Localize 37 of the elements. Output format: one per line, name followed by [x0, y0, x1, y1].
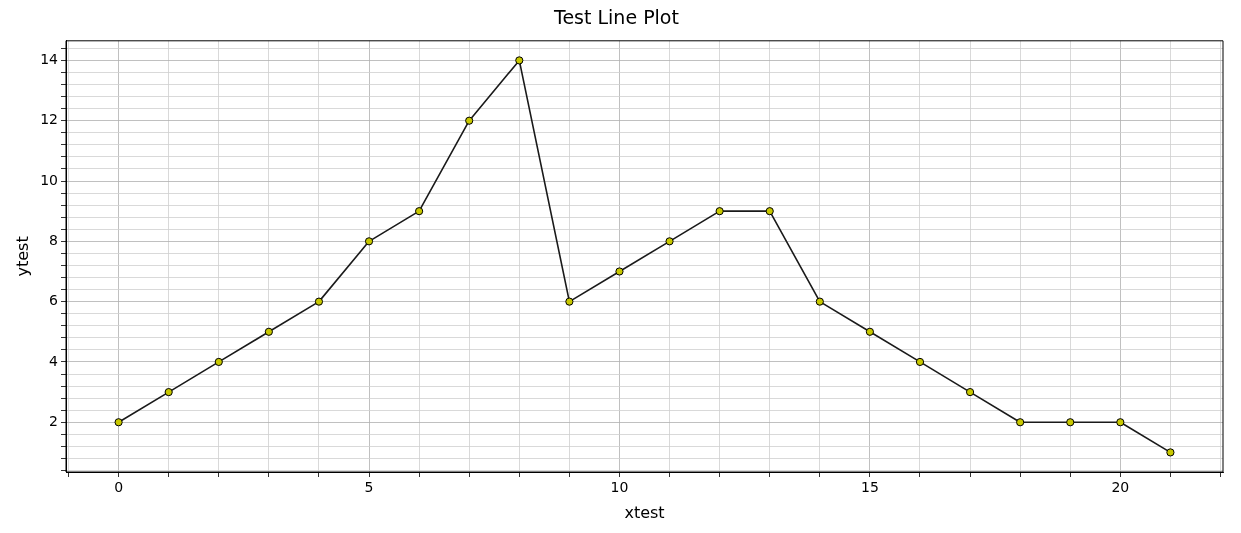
y-tick-label: 2	[49, 412, 59, 429]
point	[565, 297, 574, 306]
point	[1066, 418, 1075, 427]
point	[114, 418, 123, 427]
chart-title: Test Line Plot	[553, 6, 679, 29]
point	[1166, 448, 1175, 457]
point	[1016, 418, 1025, 427]
y-tick-label: 10	[40, 171, 59, 188]
y-tick-label: 14	[40, 51, 59, 68]
point	[314, 297, 324, 306]
point	[965, 387, 975, 397]
point	[164, 387, 173, 397]
point	[815, 297, 824, 306]
point	[665, 237, 674, 246]
x-tick-label: 0	[114, 479, 124, 496]
point	[1116, 418, 1125, 427]
point	[715, 207, 724, 216]
y-tick-label: 8	[49, 231, 59, 248]
point	[465, 116, 474, 125]
x-tick-label: 5	[364, 479, 374, 496]
x-tick-label: 10	[610, 479, 629, 496]
point	[915, 357, 925, 367]
y-axis-title: ytest	[12, 236, 32, 277]
point	[214, 357, 223, 367]
point	[865, 327, 874, 336]
point	[415, 207, 424, 216]
y-tick-label: 6	[49, 292, 59, 309]
point	[364, 237, 374, 246]
x-tick-label: 15	[860, 479, 879, 496]
point	[765, 207, 774, 216]
x-axis-title: xtest	[624, 502, 665, 522]
point	[515, 56, 524, 65]
y-tick-label: 12	[40, 111, 59, 128]
point	[264, 327, 273, 336]
point	[615, 267, 624, 276]
x-tick-label: 20	[1111, 479, 1130, 496]
y-tick-label: 4	[49, 352, 59, 369]
